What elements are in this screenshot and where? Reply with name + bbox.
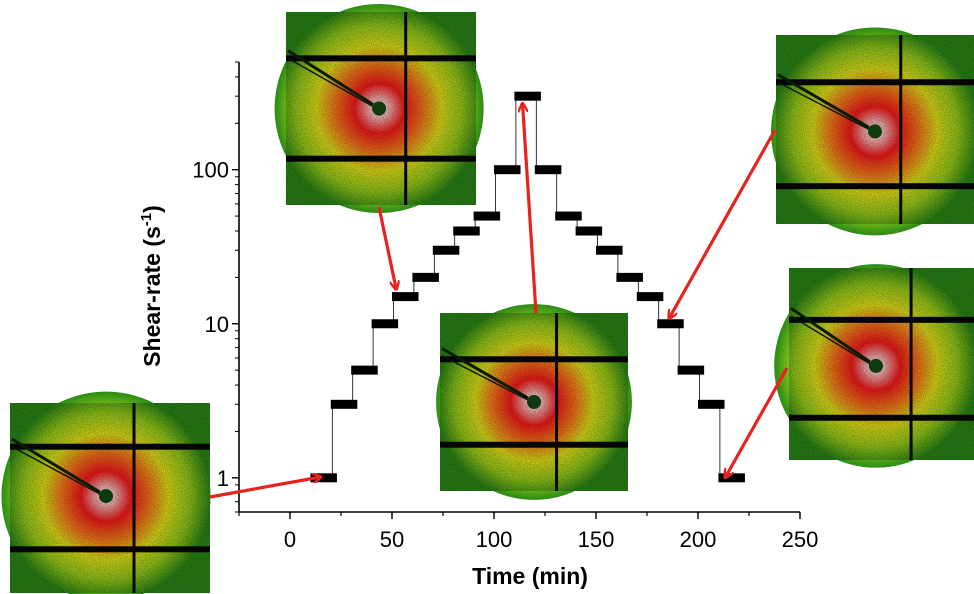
step-segment (575, 226, 603, 236)
x-tick-label: 250 (782, 527, 819, 552)
step-segment (371, 319, 399, 329)
inset-images (1, 4, 974, 594)
step-segment (636, 292, 664, 302)
x-tick-label: 100 (476, 527, 513, 552)
step-segment (392, 292, 419, 302)
scattering-pattern-image (771, 27, 974, 236)
step-segment (677, 365, 705, 375)
pointer-arrows (209, 104, 789, 499)
scattering-pattern-image (774, 264, 974, 468)
step-segment (351, 365, 378, 375)
step-segment (718, 473, 745, 483)
pointer-arrow (209, 477, 320, 499)
step-segment (453, 226, 480, 236)
step-segment (432, 245, 460, 255)
pointer-arrow (523, 104, 538, 314)
y-axis-title: Shear-rate (s-1) (138, 205, 165, 367)
y-tick-label: 100 (192, 158, 229, 183)
step-segment (473, 211, 501, 221)
step-segment (596, 245, 623, 255)
pointer-arrow (377, 206, 396, 289)
x-tick-label: 150 (578, 527, 615, 552)
y-tick-label: 1 (217, 466, 229, 491)
step-segment (330, 399, 358, 409)
x-tick-label: 50 (380, 527, 404, 552)
x-axis-title: Time (min) (472, 563, 588, 589)
step-segment (494, 165, 521, 175)
y-tick-label: 10 (205, 312, 229, 337)
y-axis-title-close: ) (139, 205, 165, 213)
axes (238, 62, 800, 513)
y-axis-title-text: Shear-rate (s (139, 226, 165, 367)
scattering-pattern-image (1, 391, 211, 594)
step-segment (412, 272, 439, 282)
step-segment (534, 165, 562, 175)
ticks (232, 61, 801, 519)
y-axis-title-superscript: -1 (138, 213, 155, 226)
step-segment (657, 319, 684, 329)
step-segment (514, 91, 541, 101)
scattering-pattern-image (436, 304, 632, 500)
pointer-arrow (726, 367, 789, 477)
pointer-arrow (669, 129, 777, 318)
step-segment (616, 272, 643, 282)
x-tick-label: 200 (680, 527, 717, 552)
step-segment (698, 399, 725, 409)
step-segment (555, 211, 582, 221)
tick-labels: 0 50 100 150 200 250 1 10 100 (192, 158, 818, 552)
scattering-pattern-image (274, 4, 484, 213)
step-segment (310, 473, 337, 483)
x-tick-label: 0 (284, 527, 296, 552)
